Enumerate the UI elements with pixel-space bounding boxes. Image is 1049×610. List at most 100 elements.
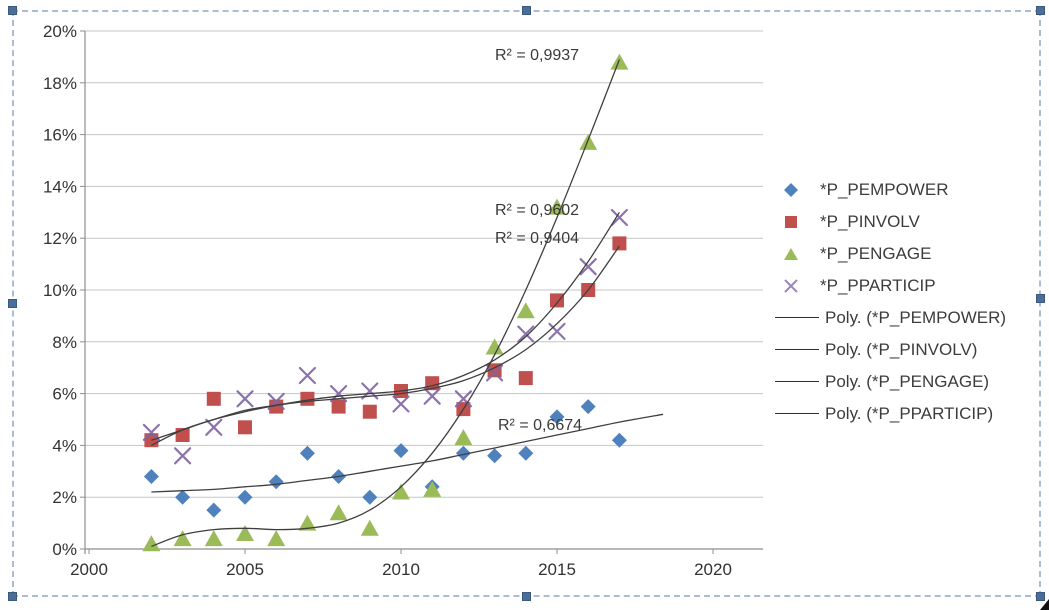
y-axis-label: 14% bbox=[43, 177, 77, 196]
legend-item-pempower[interactable]: *P_PEMPOWER bbox=[775, 174, 1025, 206]
marker-diamond bbox=[455, 445, 471, 461]
x-axis-label: 2015 bbox=[538, 560, 576, 579]
selection-handle-top-right[interactable] bbox=[1036, 6, 1045, 15]
marker-square bbox=[518, 371, 533, 386]
legend-item-poly-pparticip[interactable]: Poly. (*P_PPARTICIP) bbox=[775, 398, 1025, 430]
marker-square bbox=[487, 363, 502, 378]
marker-x bbox=[392, 395, 410, 413]
marker-x bbox=[205, 418, 223, 436]
y-axis-label: 16% bbox=[43, 126, 77, 145]
marker-square bbox=[331, 399, 346, 414]
selection-handle-top-center[interactable] bbox=[522, 6, 531, 15]
marker-diamond bbox=[299, 445, 315, 461]
trendline-pinvolv bbox=[151, 245, 620, 446]
marker-triangle bbox=[360, 519, 379, 536]
marker-diamond bbox=[268, 474, 284, 490]
legend-label: *P_PINVOLV bbox=[820, 212, 920, 231]
marker-triangle bbox=[423, 480, 442, 497]
marker-diamond bbox=[393, 443, 409, 459]
legend-label: Poly. (*P_PPARTICIP) bbox=[825, 404, 994, 423]
diamond-icon bbox=[784, 183, 798, 197]
marker-square bbox=[238, 420, 252, 435]
r2-annotation-pengage: R² = 0,9937 bbox=[495, 47, 580, 64]
selection-handle-middle-right[interactable] bbox=[1036, 294, 1045, 303]
marker-diamond bbox=[549, 409, 565, 425]
legend-item-poly-pinvolv[interactable]: Poly. (*P_PINVOLV) bbox=[775, 334, 1025, 366]
trendline-icon bbox=[775, 412, 819, 416]
legend-item-pengage[interactable]: *P_PENGAGE bbox=[775, 238, 1025, 270]
marker-triangle bbox=[610, 53, 629, 70]
trendline-pparticip bbox=[151, 211, 620, 441]
y-axis-label: 2% bbox=[52, 488, 77, 507]
marker-x bbox=[236, 390, 254, 408]
marker-diamond bbox=[175, 489, 191, 505]
marker-x bbox=[174, 447, 192, 465]
marker-square bbox=[362, 404, 377, 419]
x-axis-label: 2010 bbox=[382, 560, 420, 579]
marker-diamond bbox=[206, 502, 222, 518]
legend-label: *P_PEMPOWER bbox=[820, 180, 949, 199]
trendline-icon bbox=[775, 380, 819, 384]
marker-diamond bbox=[237, 489, 253, 505]
marker-x bbox=[517, 325, 535, 343]
legend-label: Poly. (*P_PENGAGE) bbox=[825, 372, 990, 391]
selection-handle-bottom-center[interactable] bbox=[522, 592, 531, 601]
legend-label: Poly. (*P_PEMPOWER) bbox=[825, 308, 1007, 327]
x-axis-label: 2000 bbox=[70, 560, 108, 579]
marker-diamond bbox=[362, 489, 378, 505]
y-axis-label: 18% bbox=[43, 74, 77, 93]
square-icon bbox=[785, 216, 797, 228]
y-axis-label: 12% bbox=[43, 229, 77, 248]
y-axis-label: 20% bbox=[43, 22, 77, 41]
triangle-icon bbox=[784, 248, 798, 260]
marker-x bbox=[548, 322, 566, 340]
marker-triangle bbox=[392, 483, 410, 500]
marker-square bbox=[612, 236, 627, 251]
legend-item-pinvolv[interactable]: *P_PINVOLV bbox=[775, 206, 1025, 238]
marker-x bbox=[486, 364, 504, 382]
marker-triangle bbox=[173, 530, 192, 547]
marker-square bbox=[550, 293, 564, 308]
marker-x bbox=[610, 208, 628, 227]
y-axis-label: 4% bbox=[52, 436, 77, 455]
trendline-icon bbox=[775, 316, 819, 320]
selection-handle-middle-left[interactable] bbox=[8, 299, 17, 308]
marker-triangle bbox=[516, 302, 535, 319]
marker-triangle bbox=[454, 429, 473, 446]
marker-triangle bbox=[142, 535, 161, 552]
resize-corner-mark bbox=[1040, 599, 1049, 610]
marker-triangle bbox=[329, 504, 348, 521]
legend-item-poly-pempower[interactable]: Poly. (*P_PEMPOWER) bbox=[775, 302, 1025, 334]
y-axis-label: 6% bbox=[52, 385, 77, 404]
y-axis-label: 0% bbox=[52, 540, 77, 559]
selection-handle-bottom-left[interactable] bbox=[8, 592, 17, 601]
r2-annotation-pinvolv: R² = 0,9404 bbox=[495, 230, 580, 247]
r2-annotation-pempower: R² = 0,6674 bbox=[498, 417, 583, 434]
marker-x bbox=[423, 387, 441, 405]
legend: *P_PEMPOWER *P_PINVOLV *P_PENGAGE *P_PPA… bbox=[775, 174, 1025, 430]
marker-triangle bbox=[204, 530, 223, 547]
legend-label: *P_PENGAGE bbox=[820, 244, 932, 263]
marker-triangle bbox=[579, 133, 598, 150]
marker-diamond bbox=[611, 432, 627, 448]
marker-x bbox=[454, 390, 472, 408]
marker-square bbox=[206, 391, 221, 406]
marker-x bbox=[579, 258, 597, 276]
x-marker-icon bbox=[784, 279, 798, 293]
marker-triangle bbox=[548, 198, 566, 215]
marker-triangle bbox=[298, 514, 317, 531]
legend-item-pparticip[interactable]: *P_PPARTICIP bbox=[775, 270, 1025, 302]
y-axis-label: 8% bbox=[52, 333, 77, 352]
trendline-pempower bbox=[151, 413, 664, 493]
legend-item-poly-pengage[interactable]: Poly. (*P_PENGAGE) bbox=[775, 366, 1025, 398]
marker-triangle bbox=[267, 530, 286, 547]
marker-x bbox=[298, 366, 316, 385]
chart-selection-border bbox=[12, 10, 1041, 597]
y-axis-label: 10% bbox=[43, 281, 77, 300]
marker-triangle bbox=[236, 525, 254, 541]
x-axis-label: 2020 bbox=[694, 560, 732, 579]
selection-handle-top-left[interactable] bbox=[8, 6, 17, 15]
trendline-pengage bbox=[151, 59, 621, 548]
